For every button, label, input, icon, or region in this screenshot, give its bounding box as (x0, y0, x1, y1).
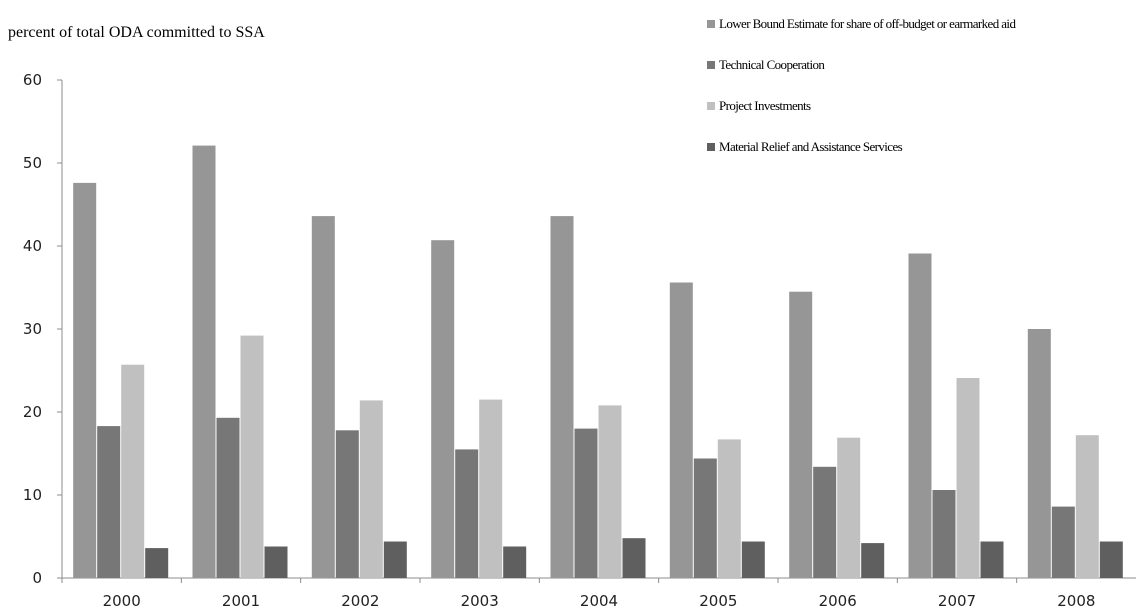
bar-2002-series-1 (311, 216, 335, 578)
bar-2003-series-3 (479, 399, 503, 578)
bar-2001-series-2 (216, 417, 240, 578)
bar-2005-series-3 (717, 439, 741, 578)
legend-label: Technical Cooperation (719, 57, 825, 72)
bar-2006-series-3 (837, 437, 861, 578)
bar-2007-series-1 (908, 253, 932, 578)
bar-2003-series-1 (431, 240, 455, 578)
bar-2005-series-4 (741, 541, 765, 578)
x-tick-label: 2004 (580, 592, 618, 610)
x-tick-label: 2006 (819, 592, 857, 610)
bar-2008-series-3 (1075, 435, 1099, 578)
y-tick-label: 10 (23, 486, 42, 504)
y-tick-label: 30 (23, 320, 42, 338)
x-tick-label: 2008 (1057, 592, 1095, 610)
x-tick-label: 2003 (461, 592, 499, 610)
bar-2005-series-2 (693, 458, 717, 578)
bar-2007-series-3 (956, 378, 980, 578)
bar-2001-series-1 (192, 145, 216, 578)
legend: Lower Bound Estimate for share of off-bu… (707, 16, 1017, 154)
x-tick-label: 2000 (103, 592, 141, 610)
bar-2008-series-2 (1051, 506, 1075, 578)
bar-2008-series-1 (1027, 329, 1051, 578)
legend-swatch (707, 61, 715, 69)
x-tick-label: 2001 (222, 592, 260, 610)
x-tick-labels: 2000 2001 2002 2003 2004 2005 2006 2007 2008 (103, 592, 1096, 610)
bar-2004-series-2 (574, 428, 598, 578)
bar-2007-series-4 (980, 541, 1004, 578)
legend-label: Material Relief and Assistance Services (719, 139, 903, 154)
bar-2002-series-2 (335, 430, 359, 578)
x-tick-label: 2005 (699, 592, 737, 610)
bar-2000-series-3 (121, 364, 145, 578)
legend-swatch (707, 20, 715, 28)
y-tick-label: 0 (32, 569, 42, 587)
bar-2002-series-4 (383, 541, 407, 578)
bar-2006-series-4 (861, 543, 885, 578)
bars (73, 145, 1123, 578)
y-tick-label: 20 (23, 403, 42, 421)
bar-2002-series-3 (359, 400, 383, 578)
y-tick-label: 60 (23, 71, 42, 89)
bar-2000-series-4 (145, 548, 169, 578)
bar-2008-series-4 (1099, 541, 1123, 578)
legend-label: Lower Bound Estimate for share of off-bu… (719, 16, 1016, 31)
y-tick-label: 50 (23, 154, 42, 172)
legend-swatch (707, 143, 715, 151)
bar-2000-series-1 (73, 182, 97, 578)
bar-2006-series-2 (813, 466, 837, 578)
bar-2003-series-4 (503, 546, 527, 578)
legend-label: Project Investments (719, 98, 811, 113)
legend-swatch (707, 102, 715, 110)
bar-2000-series-2 (97, 426, 121, 578)
bar-2003-series-2 (455, 449, 479, 578)
bar-2004-series-3 (598, 405, 622, 578)
y-tick-label: 40 (23, 237, 42, 255)
x-tick-label: 2002 (341, 592, 379, 610)
bar-2004-series-4 (622, 538, 646, 578)
bar-2005-series-1 (669, 282, 693, 578)
bar-2007-series-2 (932, 490, 956, 578)
bar-2004-series-1 (550, 216, 574, 578)
bar-2001-series-4 (264, 546, 288, 578)
bar-2001-series-3 (240, 335, 264, 578)
x-tick-label: 2007 (938, 592, 976, 610)
bar-2006-series-1 (789, 291, 813, 578)
y-axis-label: percent of total ODA committed to SSA (8, 24, 265, 41)
